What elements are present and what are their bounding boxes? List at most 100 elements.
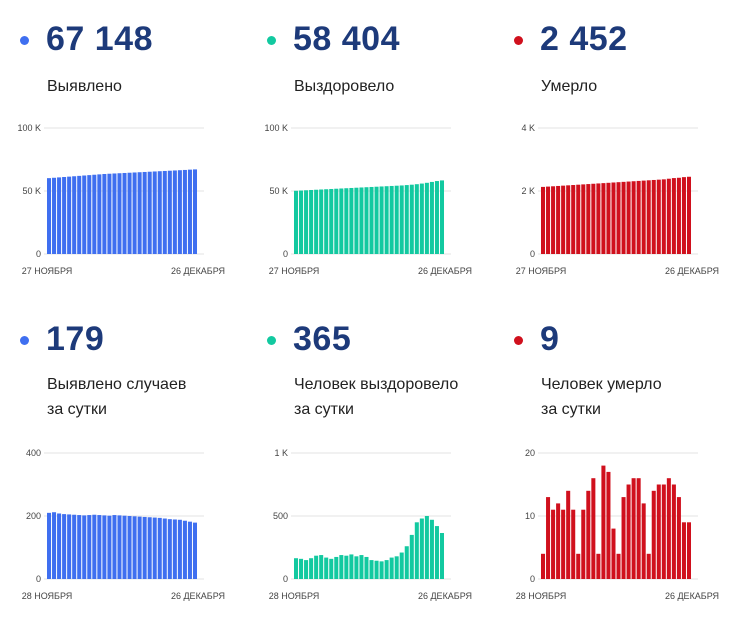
bar [651,179,656,254]
bar [47,178,52,254]
bar [671,484,676,579]
bar [541,553,546,579]
y-tick-label: 50 K [22,186,41,196]
bar [162,170,167,254]
bar [681,177,686,254]
bar [369,560,374,579]
recovered-total-number: 58 404 [293,20,400,58]
bar [364,556,369,579]
bar [112,173,117,254]
bar [419,183,424,254]
panel-cases-daily: 179 Выявлено случаев за сутки 0 200 400 28 … [20,320,260,620]
bar [127,172,132,254]
bar [389,557,394,579]
x-start-label: 28 НОЯБРЯ [516,591,567,601]
bar [167,170,172,254]
x-start-label: 28 НОЯБРЯ [22,591,73,601]
chart-cases-daily: 0 200 400 28 НОЯБРЯ 26 ДЕКАБРЯ [22,448,225,601]
bar [147,517,152,579]
bar [384,560,389,579]
bar [82,175,87,254]
bar [152,171,157,254]
bar [294,558,299,579]
bar [641,503,646,579]
bar [671,178,676,254]
y-tick-label: 2 K [521,186,535,196]
bar [309,189,314,254]
bar [299,190,304,254]
bar [102,515,107,579]
bar [137,516,142,579]
recovered-daily-label-line2: за сутки [294,401,354,418]
x-start-label: 27 НОЯБРЯ [22,266,73,276]
bar [62,514,67,579]
bar [591,478,596,579]
bar [586,184,591,254]
recovered-total-dot [267,36,276,45]
bar [72,176,77,254]
x-start-label: 28 НОЯБРЯ [269,591,320,601]
bar [686,522,691,579]
y-tick-label: 0 [36,249,41,259]
bar [424,182,429,254]
panel-recovered-daily: 365 Человек выздоровело за сутки 0 500 1 K… [267,320,507,620]
bar [611,528,616,579]
bar [329,558,334,579]
bar [182,520,187,579]
bar [566,185,571,254]
x-end-label: 26 ДЕКАБРЯ [418,266,472,276]
bar [369,186,374,254]
bar [344,188,349,254]
bar [182,169,187,254]
cases-total-dot [20,36,29,45]
bar [606,471,611,579]
bar [87,175,92,254]
panel-cases-total: 67 148 Выявлено 0 50 K 100 K 27 НОЯБРЯ 26 ДЕ… [17,20,260,320]
bar [606,182,611,254]
bar [127,516,132,579]
bar [67,176,72,254]
bar [309,558,314,579]
y-tick-label: 4 K [521,123,535,133]
bar [636,180,641,254]
bar [112,515,117,579]
bar [571,185,576,254]
y-tick-label: 1 K [274,448,288,458]
bar [177,519,182,579]
bar [681,522,686,579]
bar [122,172,127,254]
x-end-label: 26 ДЕКАБРЯ [171,266,225,276]
bar [404,546,409,579]
bar [394,556,399,579]
bar [379,561,384,579]
deaths-daily-label-line1: Человек умерло [541,376,662,393]
bar [62,177,67,254]
bar [294,190,299,254]
y-tick-label: 10 [525,511,535,521]
bar [364,187,369,254]
bar [359,187,364,254]
bar [676,177,681,254]
bar [551,509,556,579]
y-tick-label: 200 [26,511,41,521]
bar [546,497,551,579]
bar [77,175,82,254]
bar [187,169,192,254]
bar [324,557,329,579]
bar [561,185,566,254]
bar [77,515,82,579]
bar [137,172,142,254]
y-tick-label: 0 [36,574,41,584]
bar [192,169,197,254]
cases-daily-number: 179 [46,320,105,358]
x-end-label: 26 ДЕКАБРЯ [171,591,225,601]
bar [102,173,107,254]
bar [394,185,399,254]
bar [107,173,112,254]
cases-total-number: 67 148 [46,20,153,58]
bar [57,513,62,579]
bar [631,181,636,254]
cases-daily-label-line1: Выявлено случаев [47,376,187,393]
bar [67,514,72,579]
bar [157,171,162,254]
